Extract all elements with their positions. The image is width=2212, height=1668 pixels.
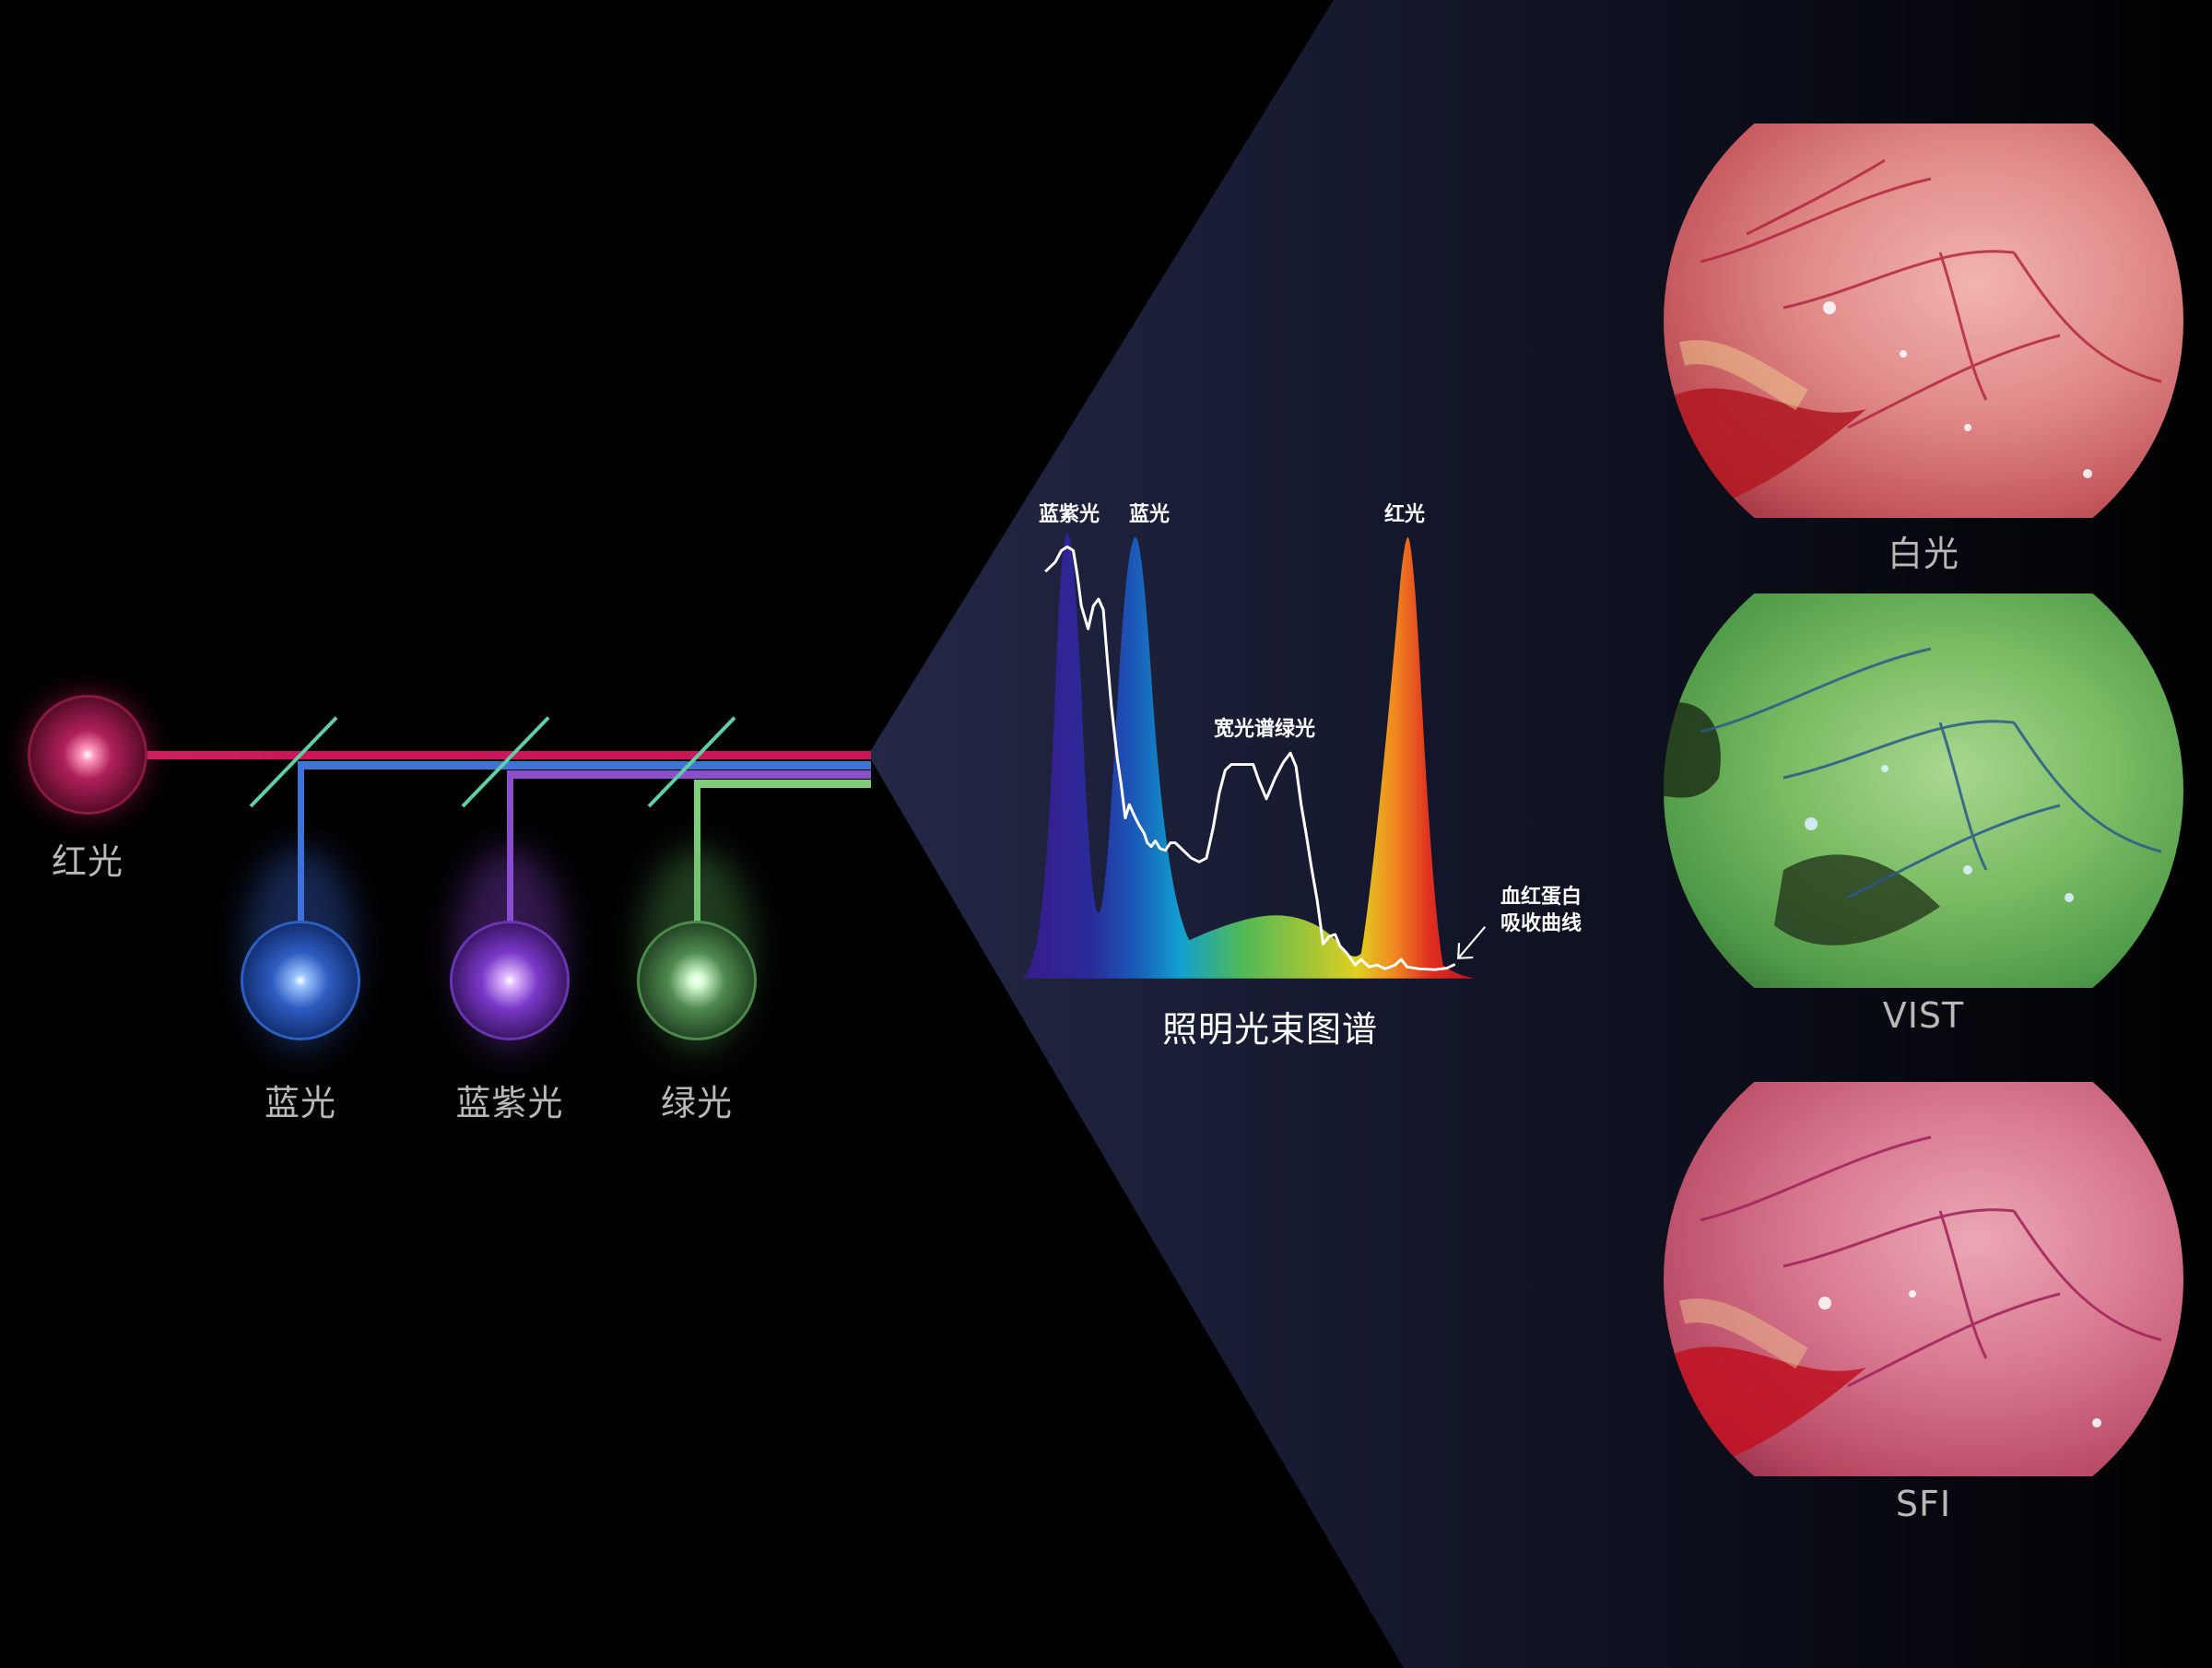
illumination-spectrum — [1021, 533, 1487, 979]
blue-beam — [298, 761, 871, 769]
spectrum-title: 照明光束图谱 — [1161, 1009, 1379, 1050]
spectrum-area — [1021, 533, 1476, 979]
green-band-label: 宽光谱绿光 — [1213, 718, 1316, 741]
vist-image — [1664, 593, 2183, 988]
vist-label: VIST — [1882, 995, 1965, 1036]
absorption-label-line1: 血红蛋白 — [1500, 886, 1583, 909]
sfi-label: SFI — [1895, 1484, 1952, 1524]
absorption-label-line2: 吸收曲线 — [1500, 912, 1583, 935]
red-beam — [88, 751, 871, 759]
green-vertical-beam — [694, 780, 700, 982]
green-beam — [694, 780, 871, 788]
red-light-source — [28, 695, 147, 815]
red-light-label: 红光 — [51, 841, 124, 882]
hemoglobin-absorption-curve — [1044, 545, 1456, 971]
violet-vertical-beam — [507, 770, 513, 982]
blue-light-label: 蓝光 — [264, 1083, 337, 1123]
green-light-label: 绿光 — [660, 1083, 734, 1123]
green-light-source — [637, 921, 757, 1040]
violet-beam — [507, 770, 871, 779]
violet-peak-label: 蓝紫光 — [1038, 503, 1100, 526]
sfi-image — [1664, 1082, 2183, 1476]
blue-light-source — [241, 921, 360, 1040]
white-light-label: 白光 — [1887, 534, 1960, 574]
arrow-icon — [1457, 926, 1487, 959]
violet-light-label: 蓝紫光 — [455, 1083, 564, 1123]
blue-peak-label: 蓝光 — [1128, 503, 1171, 526]
blue-vertical-beam — [298, 761, 304, 982]
white-light-image — [1664, 123, 2183, 518]
red-peak-label: 红光 — [1383, 503, 1426, 526]
violet-light-source — [450, 921, 570, 1040]
